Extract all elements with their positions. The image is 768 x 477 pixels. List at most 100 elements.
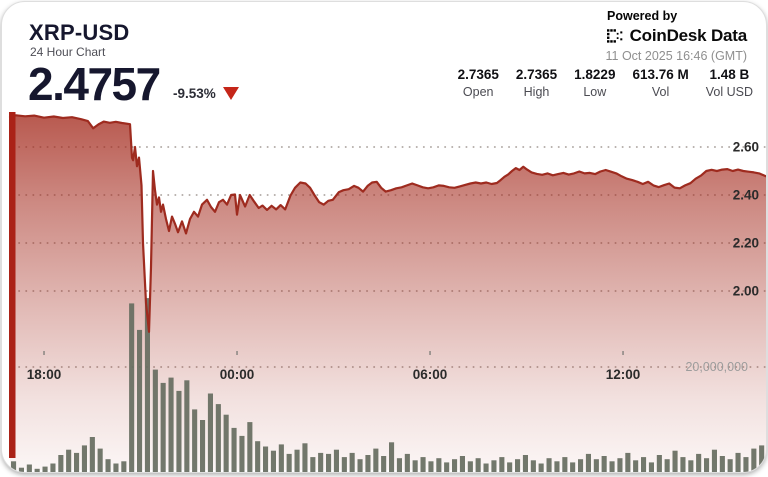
down-triangle-icon — [222, 87, 239, 100]
chart-left-edge-stripe — [9, 112, 16, 458]
volume-bar — [601, 456, 607, 472]
volume-bar — [121, 461, 127, 472]
volume-bar — [26, 464, 32, 472]
volume-bar — [711, 449, 717, 472]
volume-bar — [578, 459, 584, 472]
volume-bar — [609, 461, 615, 472]
volume-bar — [89, 437, 95, 472]
volume-bar — [97, 448, 103, 472]
volume-bar — [58, 455, 64, 472]
volume-bar — [81, 445, 87, 472]
stat-high: 2.7365 High — [516, 67, 557, 99]
volume-bar — [223, 414, 229, 472]
x-axis-label: 12:00 — [606, 367, 641, 382]
coindesk-logo-icon — [607, 29, 623, 43]
x-axis-label: 18:00 — [27, 367, 62, 382]
volume-bar — [144, 298, 150, 472]
price-line — [8, 114, 766, 333]
price-change-percent: -9.53% — [173, 86, 216, 101]
volume-bar — [452, 459, 458, 472]
volume-bar — [247, 422, 253, 472]
volume-bar — [664, 459, 670, 472]
y-axis-price-label: 2.60 — [733, 140, 759, 155]
current-price: 2.4757 — [28, 58, 161, 110]
volume-bar — [648, 462, 654, 472]
volume-bar — [176, 390, 182, 472]
stat-vol-value: 613.76 M — [632, 67, 689, 82]
volume-bar — [294, 449, 300, 472]
volume-bar — [530, 460, 536, 472]
stat-vol-usd: 1.48 B Vol USD — [706, 67, 753, 99]
volume-bar — [483, 463, 489, 472]
volume-bar — [759, 445, 765, 472]
volume-bar — [168, 377, 174, 472]
volume-bar — [137, 329, 143, 472]
volume-bar — [105, 459, 111, 472]
volume-bar — [11, 461, 17, 472]
volume-bar — [207, 393, 213, 472]
volume-bar — [231, 427, 237, 472]
volume-bar — [184, 380, 190, 472]
volume-bar — [444, 462, 450, 472]
volume-bar — [499, 457, 505, 472]
brand-logo-row[interactable]: CoinDesk Data — [607, 26, 747, 46]
volume-bar — [420, 457, 426, 472]
stat-low: 1.8229 Low — [574, 67, 615, 99]
volume-bar — [192, 409, 198, 472]
stat-low-value: 1.8229 — [574, 67, 616, 82]
volume-bar — [562, 457, 568, 472]
volume-bar — [215, 404, 221, 472]
volume-bar — [412, 460, 418, 472]
x-axis-label: 06:00 — [413, 367, 448, 382]
volume-bar — [704, 458, 710, 472]
volume-bar — [570, 462, 576, 472]
volume-bar — [696, 453, 702, 472]
volume-bar — [18, 467, 24, 472]
stat-low-label: Low — [583, 85, 607, 99]
price-change-row: -9.53% — [173, 86, 239, 101]
volume-bar — [680, 457, 686, 472]
stat-high-value: 2.7365 — [515, 67, 558, 82]
chart-timestamp: 11 Oct 2025 16:46 (GMT) — [605, 49, 748, 63]
volume-bar — [286, 453, 292, 472]
volume-bar — [459, 456, 465, 472]
volume-bar — [743, 457, 749, 472]
volume-bar — [152, 369, 158, 472]
volume-bar — [672, 450, 678, 472]
volume-bar — [263, 446, 269, 472]
volume-bar — [617, 458, 623, 472]
y-axis-price-label: 2.20 — [733, 236, 759, 251]
brand-name: CoinDesk Data — [629, 26, 748, 45]
volume-bar — [727, 459, 733, 472]
volume-bar — [656, 455, 662, 472]
instrument-symbol: XRP-USD — [29, 20, 130, 45]
volume-bar — [436, 458, 442, 472]
volume-bar — [66, 449, 72, 472]
chart-period-subtitle: 24 Hour Chart — [30, 45, 106, 59]
volume-bar — [593, 459, 599, 472]
volume-bar — [318, 452, 324, 472]
powered-by-label: Powered by — [607, 9, 678, 23]
y-axis-volume-label: 20,000,000 — [685, 360, 748, 374]
volume-bar — [349, 452, 355, 472]
stat-vol-label: Vol — [651, 85, 670, 99]
ohlc-stats-row: 2.7365 Open 2.7365 High 1.8229 Low 613.7… — [458, 67, 753, 99]
volume-bar — [365, 455, 371, 472]
volume-bar — [585, 453, 591, 472]
volume-bar — [751, 448, 757, 472]
stat-open: 2.7365 Open — [458, 67, 499, 99]
volume-bar — [688, 460, 694, 472]
volume-bar — [302, 443, 308, 472]
stat-open-value: 2.7365 — [457, 67, 499, 82]
volume-bar — [546, 458, 552, 472]
stat-vol: 613.76 M Vol — [632, 67, 688, 99]
volume-bar — [113, 463, 119, 472]
volume-bar — [475, 458, 481, 472]
y-axis-price-label: 2.40 — [733, 188, 759, 203]
volume-bar — [522, 455, 528, 472]
stat-open-label: Open — [462, 85, 494, 99]
y-axis-price-label: 2.00 — [733, 284, 759, 299]
volume-bar — [538, 463, 544, 472]
volume-bar — [200, 420, 206, 472]
